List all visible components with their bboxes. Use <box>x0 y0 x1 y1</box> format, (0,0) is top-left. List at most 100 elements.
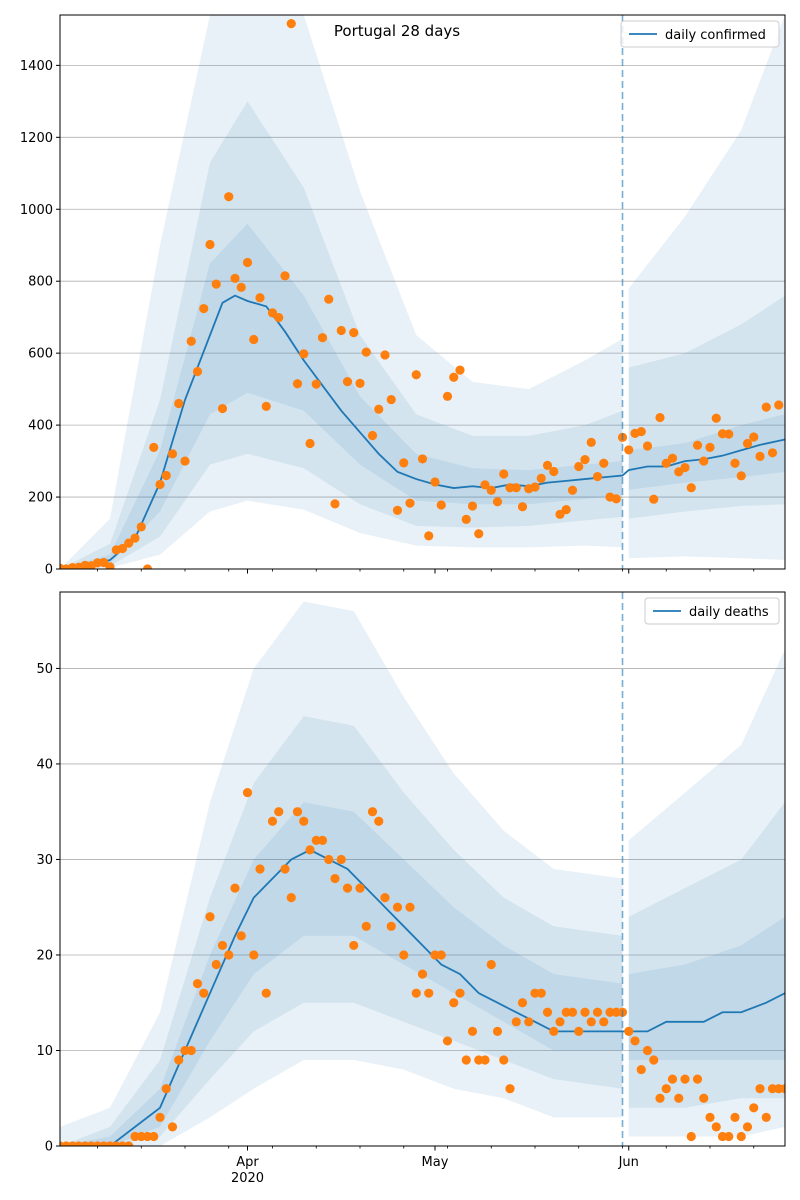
observed-point <box>255 864 265 874</box>
x-tick-sublabel: 2020 <box>231 1171 264 1186</box>
observed-point <box>542 1007 553 1017</box>
observed-point <box>261 988 271 998</box>
observed-point <box>661 458 671 468</box>
uncertainty-band-outer <box>60 601 623 1146</box>
y-tick-label: 0 <box>45 563 53 578</box>
observed-point <box>442 391 453 401</box>
y-tick-label: 400 <box>28 419 53 434</box>
observed-point <box>699 456 709 466</box>
observed-point <box>161 1084 171 1094</box>
observed-point <box>574 461 584 472</box>
observed-point <box>292 379 303 389</box>
observed-point <box>424 988 434 998</box>
y-tick-label: 800 <box>28 275 53 290</box>
observed-point <box>130 533 140 543</box>
observed-point <box>474 529 484 539</box>
y-tick-label: 1400 <box>20 59 53 74</box>
observed-point <box>192 979 203 989</box>
observed-point <box>499 1055 509 1065</box>
observed-point <box>386 921 396 931</box>
observed-point <box>586 437 596 447</box>
observed-point <box>774 400 784 410</box>
observed-point <box>624 1026 634 1036</box>
observed-point <box>261 401 271 411</box>
observed-point <box>561 505 571 515</box>
observed-point <box>199 303 209 314</box>
axes-frame <box>59 14 786 570</box>
observed-point <box>730 1112 740 1122</box>
observed-point <box>417 969 428 979</box>
observed-point <box>780 0 789 5</box>
observed-point <box>411 988 421 998</box>
legend-label: daily confirmed <box>665 28 766 43</box>
observed-point <box>761 1112 771 1122</box>
observed-point <box>555 1017 565 1027</box>
observed-point <box>424 531 434 541</box>
observed-point <box>211 959 221 970</box>
axes-frame <box>59 591 786 1147</box>
observed-point <box>655 412 665 423</box>
observed-point <box>642 441 653 451</box>
observed-point <box>236 282 246 292</box>
observed-point <box>274 807 284 817</box>
observed-point <box>224 950 234 960</box>
observed-point <box>230 883 240 893</box>
uncertainty-band-inner <box>628 916 785 1061</box>
y-tick-label: 0 <box>45 1140 53 1155</box>
legend-box <box>644 597 780 625</box>
observed-point <box>217 940 228 951</box>
observed-point <box>536 473 546 483</box>
observed-point <box>742 1122 753 1132</box>
observed-point <box>199 988 209 998</box>
observed-point <box>167 1122 178 1132</box>
observed-point <box>642 1045 653 1056</box>
y-tick-label: 50 <box>36 662 53 677</box>
observed-point <box>580 1007 590 1017</box>
observed-point <box>374 816 384 826</box>
observed-point <box>324 854 334 865</box>
observed-point <box>286 893 296 903</box>
observed-point <box>749 432 759 442</box>
observed-point <box>449 372 459 382</box>
legend: daily deaths <box>644 597 780 625</box>
observed-point <box>767 448 778 458</box>
observed-point <box>136 522 146 532</box>
observed-point <box>724 429 734 439</box>
observed-point <box>599 1017 609 1027</box>
observed-point <box>174 398 184 409</box>
observed-point <box>630 1036 640 1046</box>
confirmed-panel: 0 200 400 600 800 1000 1200 1400 daily confirmed <box>20 0 789 578</box>
observed-point <box>692 1074 703 1084</box>
observed-point <box>461 514 471 524</box>
observed-point <box>749 1103 759 1113</box>
observed-point <box>186 336 196 346</box>
uncertainty-band-outer <box>628 15 785 561</box>
observed-point <box>380 350 390 360</box>
observed-point <box>174 1055 184 1065</box>
uncertainty-band-middle <box>60 716 623 1146</box>
legend-box <box>620 20 780 48</box>
observed-point <box>549 1026 559 1036</box>
observed-point <box>161 470 171 481</box>
figure-title: Portugal 28 days <box>334 22 460 40</box>
observed-point <box>186 1045 196 1056</box>
observed-point <box>455 988 465 998</box>
observed-point <box>755 1084 765 1094</box>
observed-point <box>149 1131 159 1142</box>
plot-area <box>60 601 785 1146</box>
observed-point <box>736 1131 746 1142</box>
observed-point <box>274 312 284 323</box>
observed-point <box>280 864 290 874</box>
observed-point <box>217 403 228 414</box>
observed-point <box>386 394 396 405</box>
y-tick-label: 30 <box>36 853 53 868</box>
observed-point <box>692 440 703 450</box>
observed-point <box>105 562 115 569</box>
legend: daily confirmed <box>620 20 780 48</box>
observed-point <box>205 239 215 250</box>
observed-point <box>467 1026 478 1036</box>
observed-point <box>661 1084 671 1094</box>
observed-point <box>430 477 440 487</box>
observed-point <box>330 873 340 884</box>
